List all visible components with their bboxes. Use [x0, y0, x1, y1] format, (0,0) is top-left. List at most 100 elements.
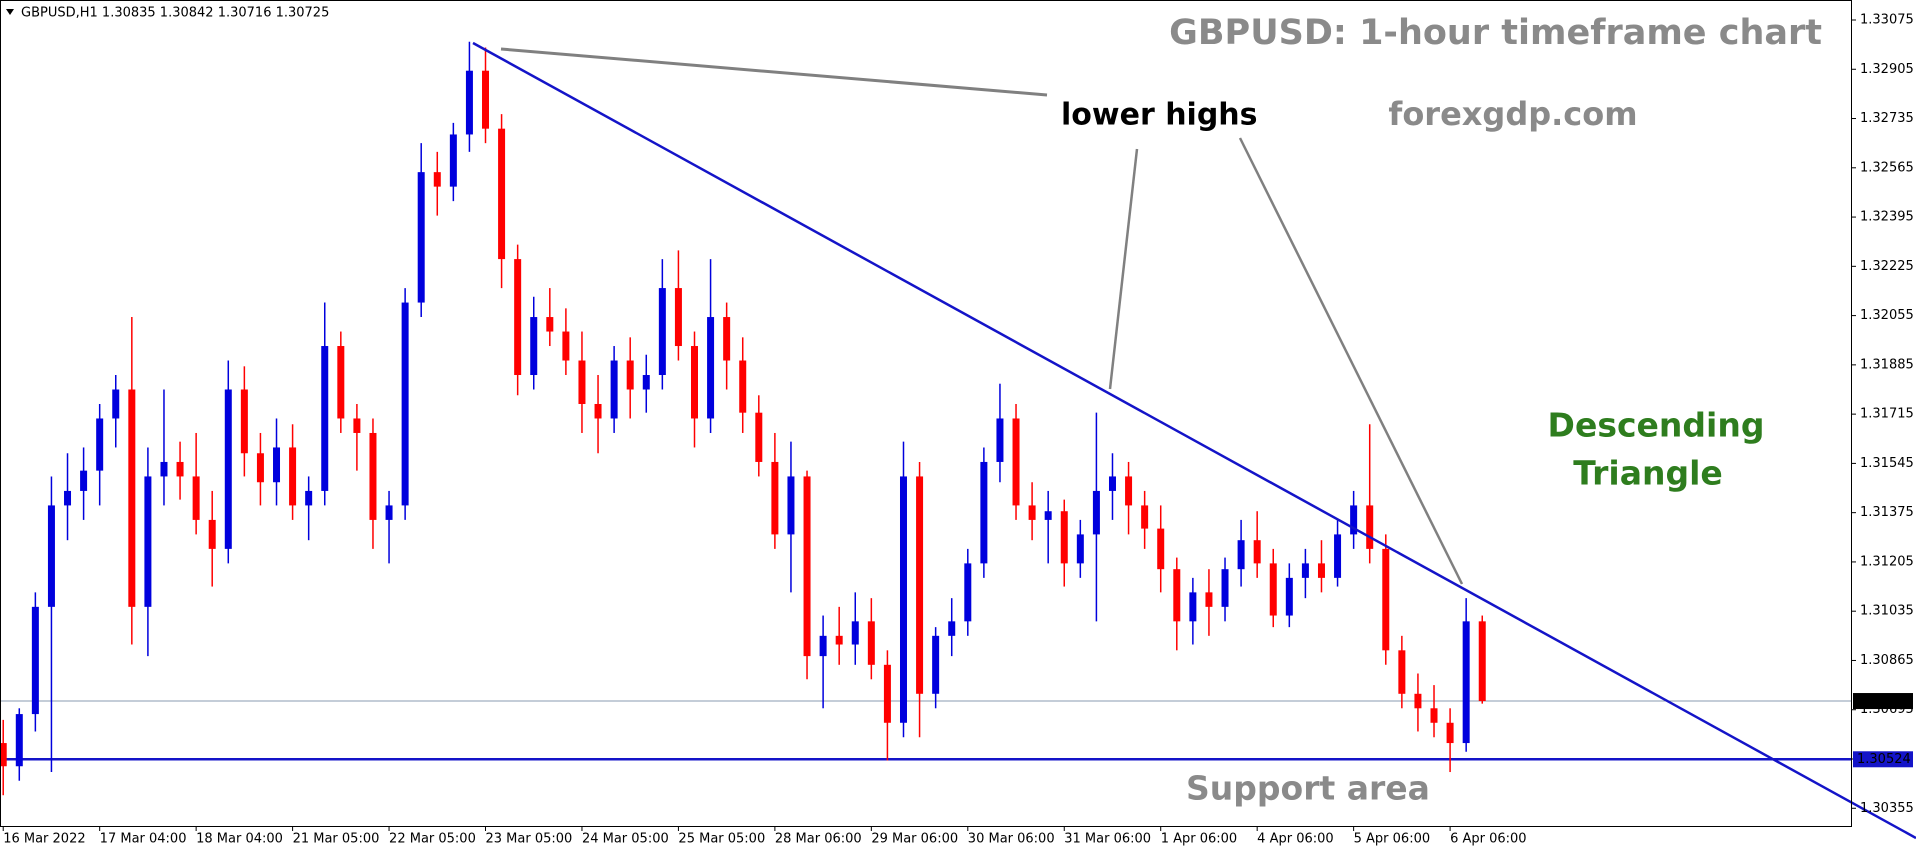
- annotation: lower highs: [1061, 98, 1258, 133]
- x-tick-label: 18 Mar 04:00: [196, 832, 283, 847]
- candle-body: [240, 389, 248, 454]
- candle-body: [417, 172, 425, 303]
- candle-body: [256, 453, 264, 483]
- candle-body: [658, 288, 666, 376]
- candle-body: [1301, 563, 1309, 578]
- x-tick-label: 24 Mar 05:00: [582, 832, 669, 847]
- candle-body: [867, 621, 875, 665]
- candle-body: [498, 128, 506, 260]
- y-tick-label: 1.32395: [1860, 210, 1914, 225]
- candle-body: [883, 664, 891, 723]
- annotation: Support area: [1186, 769, 1430, 808]
- candle-body: [610, 360, 618, 419]
- x-tick-label: 21 Mar 05:00: [293, 832, 380, 847]
- candle-body: [899, 476, 907, 723]
- y-tick-label: 1.31205: [1860, 554, 1914, 569]
- candle-body: [1076, 534, 1084, 564]
- candle-body: [1430, 708, 1438, 723]
- candle-body: [739, 360, 747, 413]
- y-tick-label: 1.32735: [1860, 111, 1914, 126]
- candle-body: [353, 418, 361, 433]
- candle-body: [1173, 569, 1181, 622]
- candle-body: [305, 490, 313, 506]
- candle-body: [1398, 650, 1406, 694]
- candle-body: [160, 461, 168, 477]
- candle-body: [465, 70, 473, 135]
- candle-body: [1366, 505, 1374, 549]
- annotation: Triangle: [1573, 454, 1723, 493]
- candle-body: [755, 412, 763, 462]
- candle-body: [819, 635, 827, 657]
- y-tick-label: 1.31885: [1860, 357, 1914, 372]
- candle-body: [851, 621, 859, 645]
- candle-body: [321, 346, 329, 491]
- y-tick-label: 1.33075: [1860, 12, 1914, 27]
- candle-body: [626, 360, 634, 390]
- candle-body: [1157, 528, 1165, 570]
- candle-body: [1446, 722, 1454, 744]
- candle-body: [433, 172, 441, 187]
- plot-area: [0, 41, 1852, 796]
- candle-body: [964, 563, 972, 622]
- candle-body: [642, 375, 650, 390]
- support-marker: [1853, 751, 1913, 768]
- candle-body: [948, 621, 956, 636]
- x-tick-label: 29 Mar 06:00: [871, 832, 958, 847]
- candle-body: [1125, 476, 1133, 506]
- candle-body: [787, 476, 795, 535]
- candle-body: [385, 505, 393, 520]
- candle-body: [916, 476, 924, 694]
- candle-body: [1253, 540, 1261, 564]
- y-tick-label: 1.31375: [1860, 505, 1914, 520]
- candle-body: [1012, 418, 1020, 506]
- candle-body: [674, 288, 682, 347]
- pointer-line: [1238, 137, 1464, 585]
- candle-body: [1478, 621, 1486, 702]
- candle-body: [80, 470, 88, 491]
- candle-body: [562, 331, 570, 361]
- x-tick-label: 16 Mar 2022: [3, 832, 85, 847]
- y-tick-label: 1.31035: [1860, 604, 1914, 619]
- candle-body: [707, 317, 715, 419]
- x-tick-label: 25 Mar 05:00: [678, 832, 765, 847]
- x-tick-label: 5 Apr 06:00: [1354, 832, 1431, 847]
- candle-body: [1414, 693, 1422, 709]
- candle-body: [514, 259, 522, 376]
- x-tick-label: 31 Mar 06:00: [1064, 832, 1151, 847]
- candle-body: [449, 134, 457, 187]
- candle-body: [1317, 563, 1325, 578]
- candle-body: [401, 302, 409, 506]
- candle-body: [31, 606, 39, 715]
- candle-body: [1237, 540, 1245, 570]
- candle-body: [224, 389, 232, 549]
- x-tick-label: 22 Mar 05:00: [389, 832, 476, 847]
- candle-body: [1028, 505, 1036, 520]
- candle-body: [176, 461, 184, 477]
- candle-body: [96, 418, 104, 471]
- x-tick-label: 4 Apr 06:00: [1257, 832, 1334, 847]
- candle-body: [0, 743, 7, 767]
- candle-body: [208, 519, 216, 549]
- candle-body: [1189, 592, 1197, 622]
- candle-body: [932, 635, 940, 694]
- candle-body: [1092, 490, 1100, 535]
- candle-body: [128, 389, 136, 607]
- candle-body: [47, 505, 55, 607]
- x-tick-label: 6 Apr 06:00: [1450, 832, 1527, 847]
- x-tick-label: 30 Mar 06:00: [968, 832, 1055, 847]
- pointer-line: [500, 47, 1048, 97]
- candle-body: [64, 490, 72, 506]
- candle-body: [835, 635, 843, 645]
- candle-body: [980, 461, 988, 564]
- plot-frame: [0, 0, 1852, 827]
- candle-body: [1221, 569, 1229, 607]
- candle-body: [1334, 534, 1342, 578]
- candle-body: [803, 476, 811, 657]
- candle-body: [482, 70, 490, 129]
- menu-icon[interactable]: [6, 9, 14, 15]
- candle-body: [1462, 621, 1470, 744]
- candle-body: [1205, 592, 1213, 607]
